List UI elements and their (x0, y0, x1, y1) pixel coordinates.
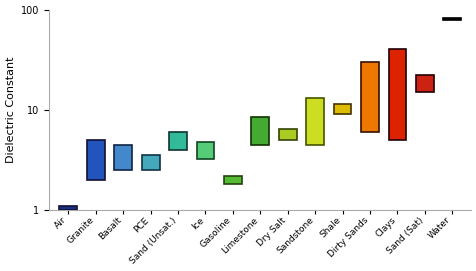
Bar (360, 62, 378, 132)
Bar (442, 18, 460, 20)
Bar (141, 156, 159, 170)
Bar (224, 176, 241, 185)
Bar (387, 49, 406, 140)
Bar (306, 98, 323, 144)
Bar (333, 104, 351, 114)
Bar (415, 75, 433, 92)
Bar (87, 140, 105, 180)
Bar (60, 206, 77, 210)
Y-axis label: Dielectric Constant: Dielectric Constant (6, 57, 16, 163)
Bar (169, 132, 187, 150)
Bar (196, 142, 214, 159)
Bar (278, 128, 296, 140)
Bar (114, 144, 132, 170)
Bar (251, 117, 268, 144)
